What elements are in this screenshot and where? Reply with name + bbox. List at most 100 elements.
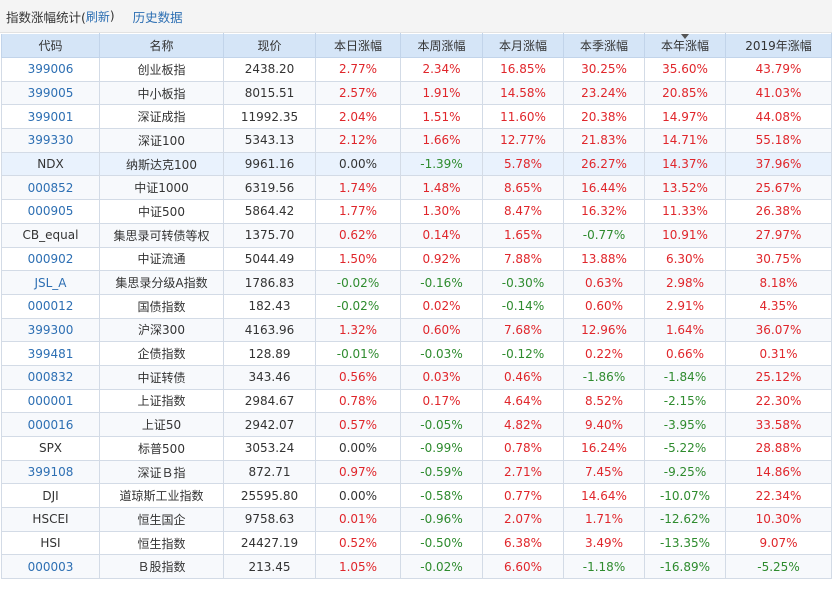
cell-name: 上证50	[99, 412, 224, 437]
column-header-2019[interactable]: 2019年涨幅	[725, 33, 832, 58]
cell-code: SPX	[1, 436, 100, 461]
table-row: 399006 创业板指 2438.20 2.77% 2.34% 16.85% 30.25% 3…	[1, 57, 832, 82]
column-header-name[interactable]: 名称	[99, 33, 224, 58]
cell-code: HSI	[1, 530, 100, 556]
column-header-month[interactable]: 本月涨幅	[482, 33, 564, 58]
cell-quarter: 9.40%	[563, 412, 645, 437]
cell-y2019: 8.18%	[725, 270, 832, 295]
cell-y2019: 28.88%	[725, 436, 832, 461]
cell-week: 1.66%	[400, 128, 483, 153]
table-row: HSCEI 恒生国企 9758.63 0.01% -0.96% 2.07% 1.71% -12…	[1, 507, 832, 532]
cell-month: 11.60%	[482, 104, 564, 130]
cell-y2019: 14.86%	[725, 459, 832, 485]
table-header-row: 代码 名称 现价 本日涨幅 本周涨幅 本月涨幅 本季涨幅 本年涨幅 2019年涨…	[1, 33, 832, 58]
cell-week: 0.02%	[400, 293, 483, 319]
cell-code: HSCEI	[1, 507, 100, 532]
cell-code[interactable]: 399300	[1, 317, 100, 343]
cell-code[interactable]: 399001	[1, 104, 100, 130]
cell-name: 中证转债	[99, 364, 224, 390]
column-header-quarter[interactable]: 本季涨幅	[563, 33, 645, 58]
cell-day: -0.02%	[315, 293, 401, 319]
cell-month: 4.82%	[482, 412, 564, 437]
cell-day: -0.02%	[315, 270, 401, 295]
cell-code[interactable]: 000905	[1, 199, 100, 224]
cell-week: 2.34%	[400, 57, 483, 82]
column-header-week[interactable]: 本周涨幅	[400, 33, 483, 58]
cell-code[interactable]: 000001	[1, 388, 100, 414]
cell-y2019: 36.07%	[725, 317, 832, 343]
sort-desc-icon	[681, 34, 689, 39]
cell-day: 0.57%	[315, 412, 401, 437]
cell-price: 1786.83	[223, 270, 316, 295]
table-row: DJI 道琼斯工业指数 25595.80 0.00% -0.58% 0.77% 14.64%…	[1, 483, 832, 509]
cell-code[interactable]: 399006	[1, 57, 100, 82]
cell-day: 1.77%	[315, 199, 401, 224]
cell-quarter: 16.24%	[563, 436, 645, 461]
cell-day: 0.62%	[315, 222, 401, 248]
cell-week: -0.05%	[400, 412, 483, 437]
table-row: 000852 中证1000 6319.56 1.74% 1.48% 8.65% 16.44%…	[1, 175, 832, 201]
cell-code[interactable]: 000016	[1, 412, 100, 437]
cell-name: 深证Ｂ指	[99, 459, 224, 485]
cell-price: 2438.20	[223, 57, 316, 82]
cell-code[interactable]: 000832	[1, 364, 100, 390]
cell-price: 8015.51	[223, 80, 316, 106]
cell-year: 6.30%	[644, 246, 726, 272]
column-header-day[interactable]: 本日涨幅	[315, 33, 401, 58]
cell-code[interactable]: 399108	[1, 459, 100, 485]
cell-name: 企债指数	[99, 341, 224, 366]
cell-code[interactable]: JSL_A	[1, 270, 100, 295]
page-header: 指数涨幅统计( 刷新 ) 历史数据	[0, 0, 832, 33]
cell-quarter: 20.38%	[563, 104, 645, 130]
cell-day: 1.74%	[315, 175, 401, 201]
cell-code[interactable]: 000852	[1, 175, 100, 201]
cell-price: 343.46	[223, 364, 316, 390]
cell-code[interactable]: 399005	[1, 80, 100, 106]
cell-year: -5.22%	[644, 436, 726, 461]
cell-name: 上证指数	[99, 388, 224, 414]
cell-code[interactable]: 000902	[1, 246, 100, 272]
cell-week: -0.99%	[400, 436, 483, 461]
column-header-code[interactable]: 代码	[1, 33, 100, 58]
column-header-year-label: 本年涨幅	[660, 39, 709, 53]
cell-code: NDX	[1, 151, 100, 177]
cell-year: 20.85%	[644, 80, 726, 106]
cell-month: 1.65%	[482, 222, 564, 248]
cell-month: -0.14%	[482, 293, 564, 319]
cell-code[interactable]: 000003	[1, 554, 100, 580]
cell-year: 14.97%	[644, 104, 726, 130]
cell-month: 0.77%	[482, 483, 564, 509]
cell-code[interactable]: 000012	[1, 293, 100, 319]
cell-y2019: -5.25%	[725, 554, 832, 580]
column-header-year[interactable]: 本年涨幅	[644, 33, 726, 58]
cell-year: -1.84%	[644, 364, 726, 390]
cell-name: 深证成指	[99, 104, 224, 130]
cell-name: 集思录分级A指数	[99, 270, 224, 295]
cell-y2019: 41.03%	[725, 80, 832, 106]
cell-week: -0.03%	[400, 341, 483, 366]
cell-y2019: 0.31%	[725, 341, 832, 366]
cell-name: 纳斯达克100	[99, 151, 224, 177]
refresh-link[interactable]: 刷新	[85, 9, 110, 24]
cell-quarter: 23.24%	[563, 80, 645, 106]
cell-year: 2.91%	[644, 293, 726, 319]
cell-day: 0.52%	[315, 530, 401, 556]
cell-code[interactable]: 399330	[1, 128, 100, 153]
cell-name: 创业板指	[99, 57, 224, 82]
table-row: 399330 深证100 5343.13 2.12% 1.66% 12.77% 21.83%…	[1, 128, 832, 153]
cell-month: 6.38%	[482, 530, 564, 556]
cell-code[interactable]: 399481	[1, 341, 100, 366]
cell-week: 0.92%	[400, 246, 483, 272]
cell-price: 9758.63	[223, 507, 316, 532]
cell-price: 9961.16	[223, 151, 316, 177]
cell-week: 1.51%	[400, 104, 483, 130]
cell-year: -12.62%	[644, 507, 726, 532]
column-header-price[interactable]: 现价	[223, 33, 316, 58]
history-data-link[interactable]: 历史数据	[132, 9, 183, 25]
table-row: SPX 标普500 3053.24 0.00% -0.99% 0.78% 16.24% -5.…	[1, 436, 832, 461]
cell-name: 中小板指	[99, 80, 224, 106]
cell-y2019: 25.67%	[725, 175, 832, 201]
cell-year: 14.37%	[644, 151, 726, 177]
cell-week: -0.02%	[400, 554, 483, 580]
cell-month: -0.12%	[482, 341, 564, 366]
